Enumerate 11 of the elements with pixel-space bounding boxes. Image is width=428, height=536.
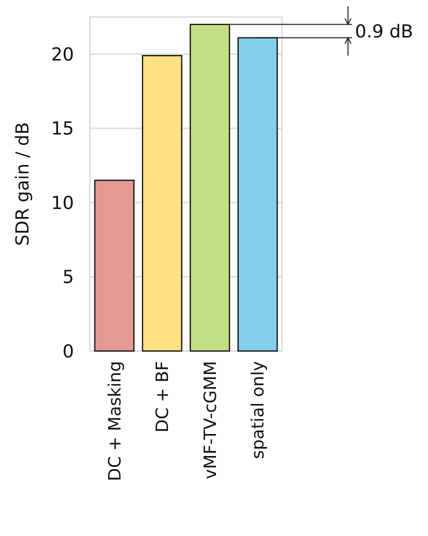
y-tick-label: 15 — [51, 118, 74, 140]
y-tick-label: 10 — [51, 192, 74, 214]
x-tick-label: spatial only — [248, 361, 269, 459]
x-tick-label: DC + Masking — [105, 361, 126, 482]
y-tick-label: 20 — [51, 44, 74, 66]
y-tick-label: 5 — [62, 267, 74, 288]
x-tick-label: vMF-TV-cGMM — [200, 361, 221, 480]
y-axis-title: SDR gain / dB — [12, 122, 34, 246]
y-tick-label: 0 — [62, 341, 74, 362]
annotation: 0.9 dB — [355, 21, 414, 42]
x-tick-label: DC + BF — [153, 361, 174, 432]
